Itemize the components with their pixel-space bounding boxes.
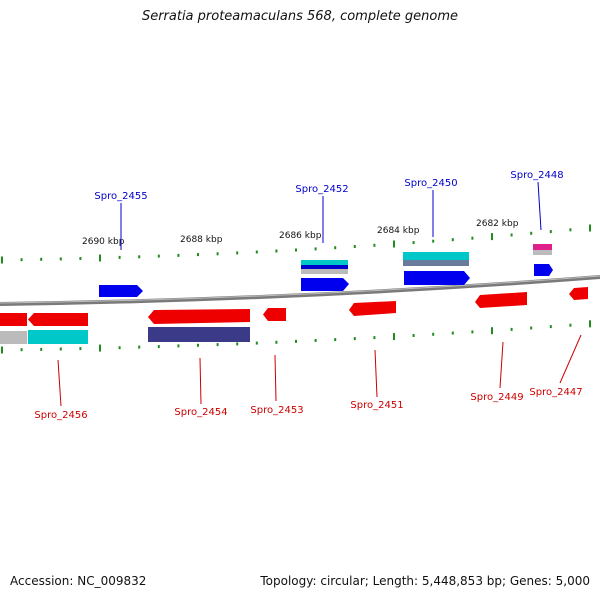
forward-gene-labels: Spro_2455 Spro_2452 Spro_2450 Spro_2448 <box>94 170 563 202</box>
label-spro-2450[interactable]: Spro_2450 <box>404 178 457 189</box>
label-spro-2451[interactable]: Spro_2451 <box>350 400 403 411</box>
gene-spro-2454-navy[interactable] <box>148 327 250 342</box>
label-spro-2455[interactable]: Spro_2455 <box>94 191 147 202</box>
scale-label-2684: 2684 kbp <box>377 226 420 236</box>
scale-label-2682: 2682 kbp <box>476 219 519 229</box>
gene-spro-2452-gray[interactable] <box>301 269 348 274</box>
gene-spro-2452-cyan[interactable] <box>301 260 348 266</box>
gene-spro-2450-main[interactable] <box>404 271 470 285</box>
tick-ring-upper <box>1 224 591 264</box>
reverse-genes <box>0 287 588 344</box>
genome-summary-text: Topology: circular; Length: 5,448,853 bp… <box>260 574 590 588</box>
gene-spro-2455[interactable] <box>99 285 143 297</box>
gene-left-edge-gray[interactable] <box>0 331 27 344</box>
gene-spro-2452-blue[interactable] <box>301 265 348 269</box>
gene-left-edge-red[interactable] <box>0 313 27 326</box>
label-spro-2452[interactable]: Spro_2452 <box>295 184 348 195</box>
reverse-gene-labels: Spro_2456 Spro_2454 Spro_2453 Spro_2451 … <box>34 387 582 421</box>
scale-labels: 2690 kbp 2688 kbp 2686 kbp 2684 kbp 2682… <box>82 219 519 247</box>
gene-spro-2448-main[interactable] <box>534 264 553 276</box>
forward-leader-lines <box>120 181 542 250</box>
gene-spro-2452-main[interactable] <box>301 278 349 291</box>
scale-label-2686: 2686 kbp <box>279 231 322 241</box>
label-spro-2449[interactable]: Spro_2449 <box>470 392 523 403</box>
label-spro-2447[interactable]: Spro_2447 <box>529 387 582 398</box>
forward-genes <box>99 244 553 297</box>
reverse-leader-lines <box>57 334 582 407</box>
label-spro-2453[interactable]: Spro_2453 <box>250 405 303 416</box>
gene-spro-2451[interactable] <box>349 301 396 316</box>
scale-label-2688: 2688 kbp <box>180 235 223 245</box>
gene-spro-2450-slate[interactable] <box>403 260 469 266</box>
gene-spro-2453[interactable] <box>263 308 286 321</box>
tick-ring-lower <box>1 320 591 354</box>
gene-spro-2456[interactable] <box>28 313 88 326</box>
gene-spro-2447[interactable] <box>569 287 588 300</box>
label-spro-2456[interactable]: Spro_2456 <box>34 410 87 421</box>
gene-spro-2454[interactable] <box>148 309 250 324</box>
genome-backbone <box>0 275 600 306</box>
label-spro-2454[interactable]: Spro_2454 <box>174 407 227 418</box>
accession-text: Accession: NC_009832 <box>10 574 147 588</box>
gene-spro-2450-cyan[interactable] <box>403 252 469 260</box>
gene-spro-2449[interactable] <box>475 292 527 308</box>
genome-backbone-highlight <box>0 275 600 304</box>
gene-spro-2448-gray[interactable] <box>533 250 552 255</box>
gene-spro-2448-magenta[interactable] <box>533 244 552 250</box>
gene-spro-2456-cyan[interactable] <box>28 330 88 344</box>
map-title: Serratia proteamaculans 568, complete ge… <box>141 9 459 24</box>
label-spro-2448[interactable]: Spro_2448 <box>510 170 563 181</box>
scale-label-2690: 2690 kbp <box>82 237 125 247</box>
